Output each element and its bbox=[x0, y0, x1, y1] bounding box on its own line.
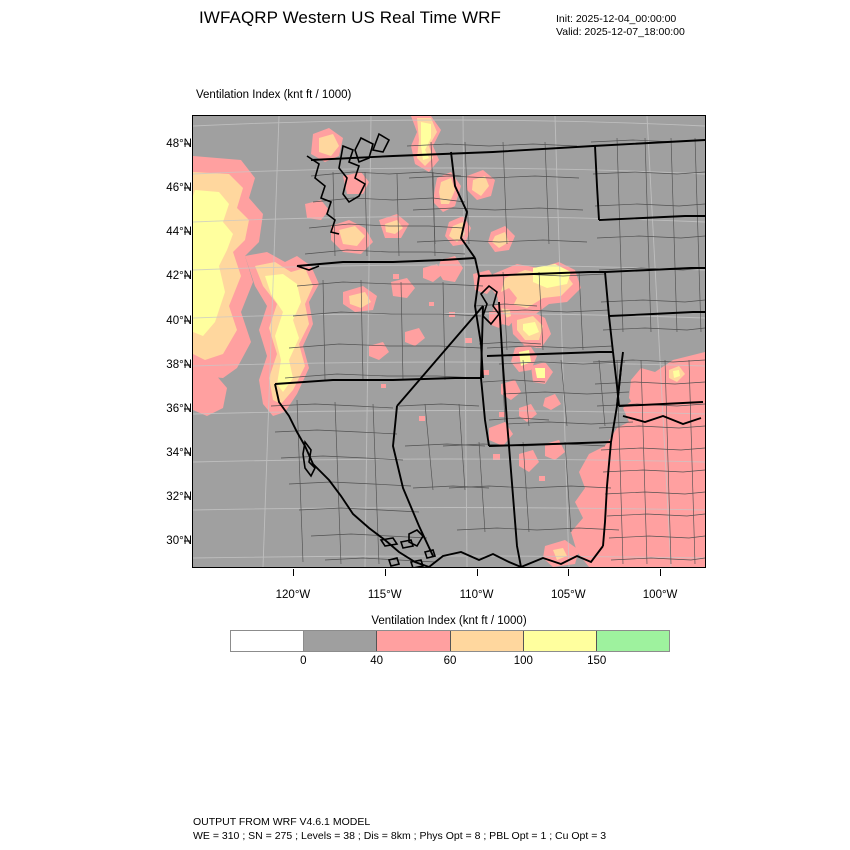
latitude-tick-label: 40°N bbox=[166, 314, 192, 327]
model-config-footer: OUTPUT FROM WRF V4.6.1 MODEL WE = 310 ; … bbox=[193, 816, 606, 843]
colorbar-segment bbox=[523, 631, 597, 651]
colorbar-tick-label: 60 bbox=[443, 655, 457, 667]
latitude-tick-mark bbox=[184, 320, 191, 321]
longitude-tick-label: 110°W bbox=[459, 589, 494, 601]
footer-line-2: WE = 310 ; SN = 275 ; Levels = 38 ; Dis … bbox=[193, 829, 607, 842]
longitude-tick-mark bbox=[476, 569, 478, 576]
valid-time-label: Valid: 2025-12-07_18:00:00 bbox=[556, 26, 685, 38]
longitude-tick-label: 100°W bbox=[642, 589, 678, 601]
latitude-tick-mark bbox=[184, 143, 191, 145]
field-puget-sound bbox=[305, 128, 369, 220]
latitude-tick-label: 46°N bbox=[166, 181, 192, 194]
state-boundaries bbox=[274, 139, 705, 567]
colorbar-tick-label: 40 bbox=[370, 655, 384, 667]
colorbar-tick-label: 100 bbox=[513, 655, 533, 667]
colorbar-segment bbox=[377, 631, 451, 651]
longitude-tick-mark bbox=[292, 569, 294, 576]
latitude-tick-mark bbox=[184, 187, 191, 189]
longitude-tick-label: 105°W bbox=[550, 589, 586, 601]
colorbar-tick-label: 0 bbox=[300, 655, 307, 667]
colorbar-segment bbox=[231, 631, 305, 651]
init-time-label: Init: 2025-12-04_00:00:00 bbox=[556, 13, 677, 25]
longitude-tick-mark bbox=[384, 569, 386, 576]
field-idaho-montana bbox=[411, 116, 547, 348]
coastline-features bbox=[296, 132, 501, 567]
latitude-tick-mark bbox=[184, 231, 191, 233]
latitude-tick-label: 42°N bbox=[166, 270, 192, 283]
colorbar-segment bbox=[304, 631, 378, 651]
latitude-tick-mark bbox=[184, 408, 191, 410]
latitude-axis: 30°N 32°N 34°N 36°N 38°N 40°N 42°N 44°N 46°N 48°N bbox=[128, 115, 192, 568]
latitude-tick-label: 36°N bbox=[166, 402, 192, 415]
longitude-tick-mark bbox=[660, 569, 662, 576]
field-southwest-specks bbox=[493, 394, 561, 481]
colorbar-tick-label: 150 bbox=[587, 655, 607, 667]
colorbar-segment bbox=[450, 631, 524, 651]
latitude-tick-mark bbox=[184, 540, 191, 542]
run-time-info: Init: 2025-12-04_00:00:00 Valid: 2025-12… bbox=[556, 13, 685, 39]
footer-line-1: OUTPUT FROM WRF V4.6.1 MODEL bbox=[193, 816, 371, 828]
colorbar-segment bbox=[596, 631, 670, 651]
latitude-tick-mark bbox=[184, 364, 191, 366]
ventilation-index-map bbox=[193, 116, 705, 567]
latitude-tick-label: 32°N bbox=[166, 491, 192, 504]
county-boundaries bbox=[270, 137, 705, 565]
page-title: IWFAQRP Western US Real Time WRF bbox=[198, 8, 501, 27]
longitude-tick-label: 120°W bbox=[275, 589, 311, 601]
colorbar-ticks: 0 40 60 100 150 bbox=[230, 655, 670, 677]
colorbar-title: Ventilation Index (knt ft / 1000) bbox=[371, 615, 527, 627]
latitude-tick-label: 34°N bbox=[166, 447, 192, 460]
colorbar bbox=[230, 630, 670, 652]
map-plot-area bbox=[192, 115, 706, 568]
latitude-tick-mark bbox=[184, 496, 191, 498]
latitude-tick-label: 30°N bbox=[166, 535, 192, 548]
plot-subtitle: Ventilation Index (knt ft / 1000) bbox=[196, 89, 352, 101]
latitude-tick-label: 38°N bbox=[166, 358, 192, 371]
map-gridlines bbox=[193, 116, 705, 567]
field-pacific-northwest bbox=[245, 252, 319, 416]
latitude-tick-label: 48°N bbox=[166, 137, 192, 150]
longitude-tick-mark bbox=[568, 569, 570, 576]
longitude-tick-label: 115°W bbox=[367, 589, 402, 601]
longitude-axis: 120°W 115°W 110°W 105°W 100°W bbox=[192, 569, 706, 609]
latitude-tick-mark bbox=[184, 452, 191, 454]
field-pacific-offshore bbox=[193, 156, 263, 416]
latitude-tick-label: 44°N bbox=[166, 226, 192, 239]
latitude-tick-mark bbox=[184, 275, 191, 277]
